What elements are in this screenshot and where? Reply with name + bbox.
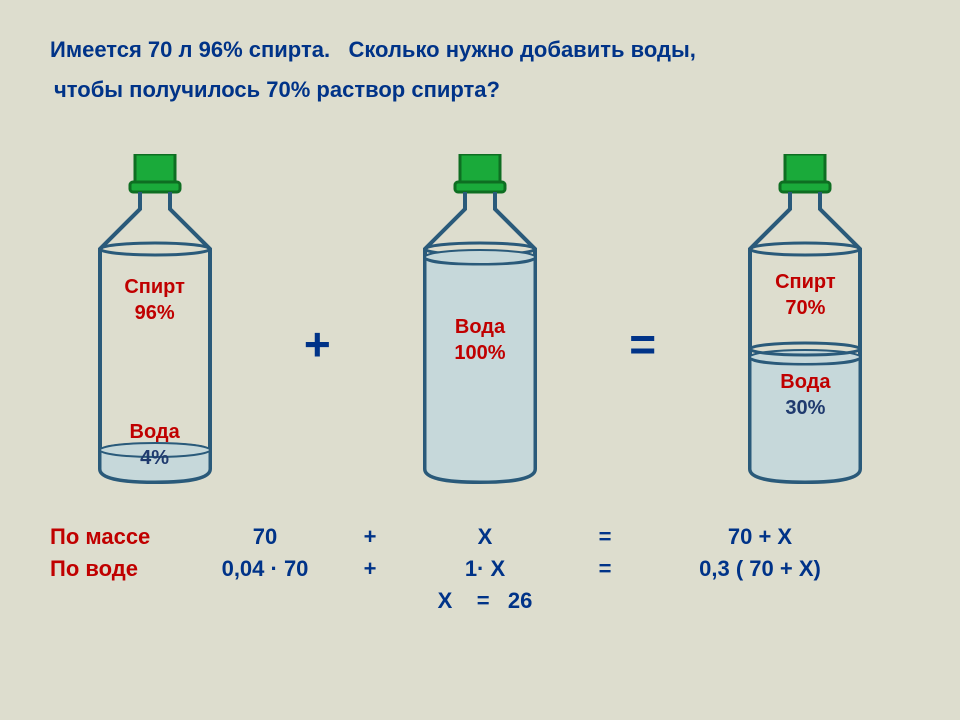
bottle-3-lower-label: Вода 30%	[735, 369, 875, 421]
plus-operator: +	[294, 317, 341, 371]
bottle-3-upper-label: Спирт 70%	[735, 269, 875, 321]
problem-statement: Имеется 70 л 96% спирта. Сколько нужно д…	[50, 30, 910, 109]
bottle-2: Вода 100%	[410, 154, 550, 484]
problem-line1a: Имеется 70 л 96% спирта.	[50, 37, 330, 62]
eq-row-solution: X = 26	[50, 588, 910, 614]
bottle-1-upper-label: Спирт 96%	[85, 274, 225, 326]
bottle-1: Спирт 96% Вода 4%	[85, 154, 225, 484]
bottle-1-lower-label: Вода 4%	[85, 419, 225, 471]
eq-row-water: По воде 0,04 · 70 + 1· X = 0,3 ( 70 + X)	[50, 556, 910, 582]
eq-row-mass: По массе 70 + X = 70 + X	[50, 524, 910, 550]
equations-block: По массе 70 + X = 70 + X По воде 0,04 · …	[50, 524, 910, 614]
problem-line2: чтобы получилось 70% раствор спирта?	[50, 77, 500, 102]
equals-operator: =	[619, 317, 666, 371]
problem-line1b: Сколько нужно добавить воды,	[348, 37, 695, 62]
bottles-diagram: Спирт 96% Вода 4% + Вода 100%	[50, 139, 910, 499]
bottle-2-label: Вода 100%	[410, 314, 550, 366]
bottle-3: Спирт 70% Вода 30%	[735, 154, 875, 484]
